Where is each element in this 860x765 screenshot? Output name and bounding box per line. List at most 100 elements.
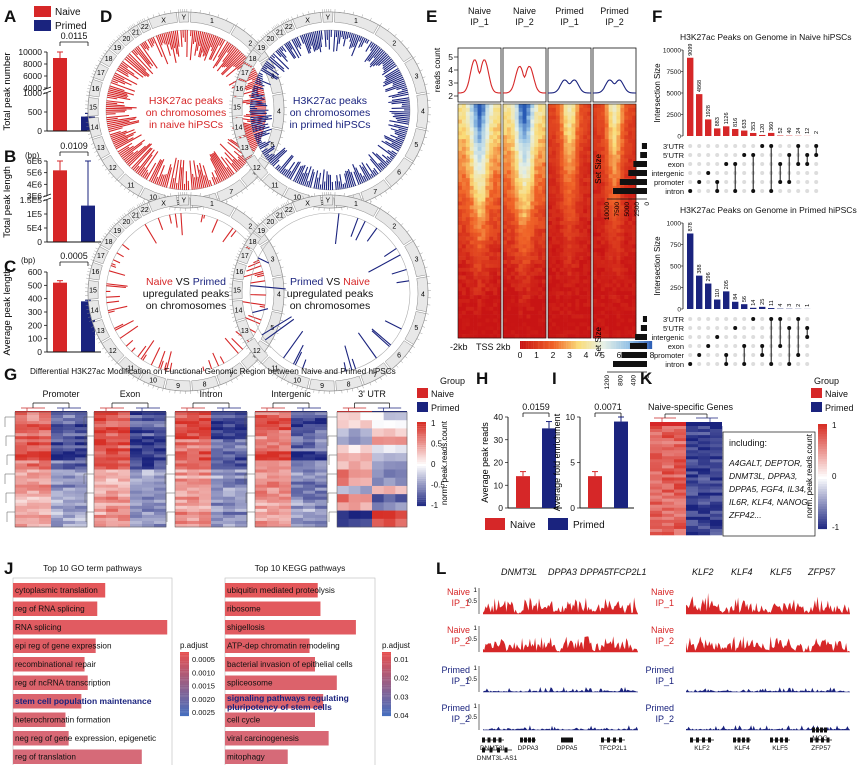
heat-cell bbox=[94, 487, 107, 491]
peak-bar bbox=[293, 38, 299, 48]
peak-bar bbox=[382, 64, 397, 76]
colorscale-cell bbox=[628, 341, 631, 349]
heat-cell bbox=[587, 283, 592, 288]
peak-bar bbox=[163, 164, 172, 188]
heat-cell bbox=[473, 217, 478, 222]
heat-cell bbox=[616, 287, 621, 292]
heat-cell bbox=[563, 310, 568, 315]
heat-cell bbox=[563, 240, 568, 245]
heat-cell bbox=[542, 185, 547, 191]
heat-cell bbox=[587, 162, 592, 167]
heat-cell bbox=[542, 240, 547, 245]
heat-cell bbox=[106, 511, 119, 516]
heat-cell bbox=[106, 418, 119, 422]
matrix-dot bbox=[805, 317, 810, 321]
heat-cell bbox=[628, 166, 633, 171]
heat-cell bbox=[534, 279, 539, 284]
heat-cell bbox=[616, 150, 621, 155]
heat-cell bbox=[481, 322, 486, 327]
chromosome-label: 22 bbox=[141, 207, 149, 214]
heat-cell bbox=[477, 104, 482, 109]
chromosome-label: 13 bbox=[97, 328, 105, 335]
heat-cell bbox=[461, 143, 467, 148]
heat-cell bbox=[620, 263, 625, 269]
heat-cell bbox=[530, 279, 535, 284]
heat-cell bbox=[632, 228, 637, 233]
heat-cell bbox=[555, 111, 561, 116]
peak-bar bbox=[210, 37, 222, 61]
heat-cell bbox=[518, 326, 523, 331]
heat-cell bbox=[616, 263, 621, 269]
heat-cell bbox=[542, 287, 547, 292]
heat-cell bbox=[106, 523, 119, 528]
heat-cell bbox=[612, 213, 617, 218]
heat-cell bbox=[542, 244, 547, 249]
heat-cell bbox=[458, 271, 463, 276]
heat-cell bbox=[567, 283, 572, 288]
heat-cell bbox=[489, 221, 494, 226]
peak-bar bbox=[216, 47, 237, 72]
matrix-dot bbox=[724, 162, 729, 166]
heat-cell bbox=[493, 271, 498, 276]
heat-cell bbox=[616, 244, 621, 249]
heat-cell bbox=[551, 228, 557, 233]
heat-cell bbox=[616, 154, 621, 159]
heat-cell bbox=[538, 240, 543, 245]
heat-cell bbox=[518, 275, 523, 280]
heat-cell bbox=[571, 205, 576, 210]
heat-cell bbox=[587, 201, 592, 206]
heat-cell bbox=[542, 314, 547, 319]
matrix-dot bbox=[742, 153, 747, 157]
tick bbox=[282, 203, 285, 207]
heat-cell bbox=[579, 318, 584, 323]
heat-cell bbox=[575, 256, 580, 261]
bar-value: 110 bbox=[715, 289, 721, 298]
heat-cell bbox=[593, 228, 598, 233]
heat-cell bbox=[538, 162, 543, 167]
heat-cell bbox=[526, 213, 531, 218]
heat-cell bbox=[548, 314, 553, 319]
peak-bar bbox=[392, 80, 405, 87]
bar-value: 878 bbox=[688, 222, 694, 231]
heat-cell bbox=[481, 158, 486, 163]
heat-cell bbox=[142, 490, 155, 495]
heat-cell bbox=[477, 111, 482, 116]
heat-cell bbox=[473, 221, 478, 226]
heat-cell bbox=[493, 302, 498, 308]
heat-cell bbox=[583, 224, 588, 230]
heat-cell bbox=[510, 182, 516, 187]
heat-cell bbox=[542, 224, 547, 230]
heat-cell bbox=[493, 240, 498, 245]
y-tick-label: 500 bbox=[28, 280, 42, 290]
set-size-bar bbox=[635, 334, 647, 340]
heat-cell bbox=[632, 104, 637, 109]
set-size-bar bbox=[613, 361, 647, 367]
tick bbox=[114, 362, 118, 365]
heat-cell bbox=[15, 466, 28, 470]
tick bbox=[280, 195, 283, 199]
heat-cell bbox=[469, 295, 474, 300]
heat-cell bbox=[604, 263, 609, 269]
heat-cell bbox=[628, 221, 633, 226]
heat-cell bbox=[130, 463, 143, 467]
peak-bar bbox=[125, 339, 134, 347]
heat-cell bbox=[624, 135, 629, 140]
heat-cell bbox=[469, 150, 474, 155]
heat-cell bbox=[106, 481, 119, 485]
heat-cell bbox=[118, 439, 131, 443]
heat-cell bbox=[526, 166, 531, 171]
heat-cell bbox=[538, 182, 543, 187]
heat-cell bbox=[534, 193, 539, 198]
heat-cell bbox=[632, 295, 637, 300]
heat-cell bbox=[542, 236, 547, 241]
heat-cell bbox=[567, 314, 572, 319]
heat-cell bbox=[514, 115, 519, 120]
heat-cell bbox=[542, 127, 547, 132]
heat-cell bbox=[458, 154, 463, 159]
heat-cell bbox=[477, 154, 482, 159]
heat-cell bbox=[461, 146, 467, 152]
peak-bar bbox=[199, 31, 204, 47]
heat-cell bbox=[542, 197, 547, 202]
peak-bar bbox=[397, 135, 405, 140]
heat-cell bbox=[94, 481, 107, 485]
